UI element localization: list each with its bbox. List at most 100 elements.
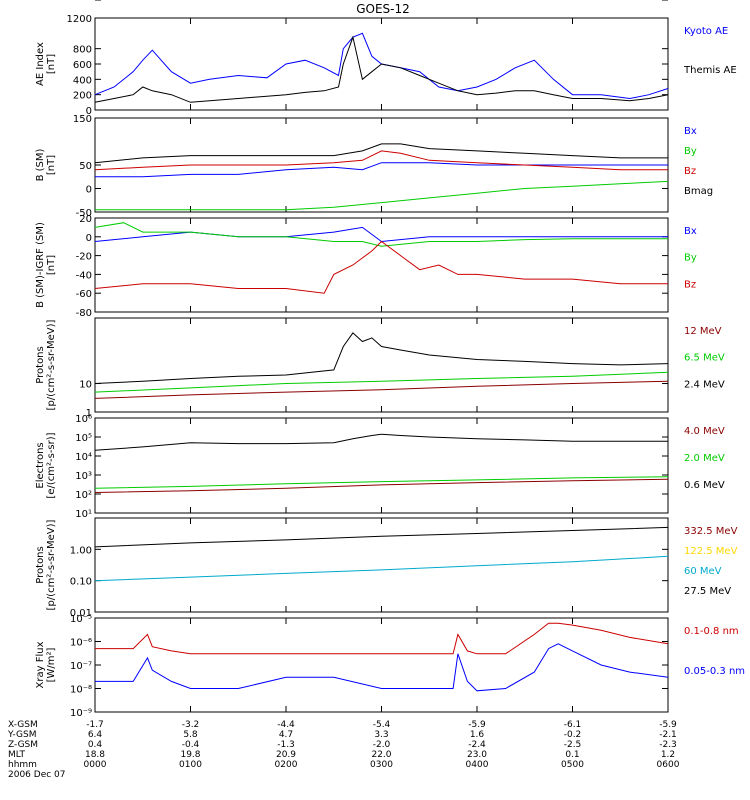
footer-value: 0000: [84, 760, 107, 770]
footer-value: 0.1: [565, 750, 579, 760]
y-axis-label: Electrons[e/(cm²-s-sr)]: [35, 432, 57, 498]
panel-7: 10⁻⁹ 10⁻⁸ 10⁻⁷ 10⁻⁶ 10⁻⁵ Xray Flux[W/m²] 0.1-0…: [35, 614, 745, 719]
legend-label: Bz: [684, 279, 696, 290]
footer-row-label: hhmm: [8, 760, 37, 770]
y-tick-label: 10⁵: [75, 433, 92, 444]
footer-value: 6.4: [88, 730, 103, 740]
series-line: [94, 226, 668, 243]
series-line: [95, 622, 669, 655]
footer-value: 0.4: [88, 740, 103, 750]
figure-title: GOES-12: [356, 2, 410, 16]
panel-5: 10¹ 10² 10³ 10⁴ 10⁵ 10⁶ Electrons[e/(cm²-s-sr)…: [35, 414, 725, 520]
y-axis-label: AE Index[nT]: [35, 42, 57, 86]
footer-value: -5.4: [373, 720, 391, 730]
y-tick-label: -20: [76, 252, 92, 263]
y-axis-label: B (SM)-IGRF (SM)[nT]: [35, 222, 57, 308]
legend-label: By: [684, 146, 697, 157]
y-tick-label: 1000: [67, 0, 92, 3]
y-tick-label: 10⁻⁵: [70, 614, 92, 625]
series-line: [94, 478, 669, 493]
y-tick-label: 10⁻⁷: [70, 661, 92, 672]
footer-value: 4.7: [279, 730, 293, 740]
y-tick-label: 100: [73, 0, 92, 3]
footer-value: 0100: [179, 760, 202, 770]
legend-label: 0.1-0.8 nm: [684, 626, 739, 637]
legend-label: 27.5 MeV: [684, 586, 731, 597]
footer-value: -1.3: [277, 740, 295, 750]
series-line: [94, 35, 669, 103]
footer-value: 23.0: [467, 750, 487, 760]
footer-value: -2.4: [468, 740, 486, 750]
y-tick-label: 600: [73, 60, 92, 71]
legend-label: Bx: [684, 126, 697, 137]
y-tick-label: 100: [73, 0, 92, 3]
footer-value: -6.1: [564, 720, 582, 730]
y-tick-label: 10: [79, 380, 92, 391]
y-tick-label: 0: [86, 185, 92, 196]
footer-row-label: Y-GSM: [7, 730, 36, 740]
y-tick-label: 10⁻⁸: [70, 685, 92, 696]
footer-date: 2006 Dec 07: [8, 770, 66, 780]
y-axis-label: Protons[p/(cm²-s-sr-MeV)]: [35, 319, 57, 410]
legend-label: Themis AE: [683, 65, 737, 76]
series-line: [94, 150, 668, 171]
legend-label: 332.5 MeV: [684, 526, 738, 537]
footer-value: 19.8: [180, 750, 200, 760]
footer-value: 5.8: [183, 730, 198, 740]
legend-label: 60 MeV: [684, 566, 722, 577]
series-line: [94, 32, 669, 100]
footer-value: -1.7: [86, 720, 104, 730]
footer-value: 20.9: [276, 750, 296, 760]
y-tick-label: 10¹: [75, 509, 92, 520]
footer-value: -2.3: [659, 740, 677, 750]
y-tick-label: -50: [76, 208, 92, 219]
y-tick-label: -80: [76, 308, 92, 319]
panel-frame: [94, 417, 669, 514]
y-tick-label: 10³: [75, 471, 92, 482]
y-tick-label: 10⁻⁹: [70, 708, 92, 719]
y-tick-label: -60: [76, 289, 92, 300]
footer-row-label: MLT: [8, 750, 26, 760]
panel-frame: [94, 617, 669, 713]
series-line: [94, 371, 669, 393]
series-line: [94, 526, 669, 548]
footer-value: 1.6: [470, 730, 485, 740]
legend-label: Bmag: [684, 186, 713, 197]
legend-label: 0.6 MeV: [684, 480, 725, 491]
series-line: [94, 380, 669, 399]
series-line: [95, 643, 669, 692]
series-line: [94, 555, 669, 582]
panel-2: -50 0 50 100 150 B (SM)[nT] Bx By Bz Bmag: [35, 0, 713, 219]
y-tick-label: 0.01: [70, 608, 92, 619]
footer-value: 0600: [657, 760, 680, 770]
y-tick-label: 150: [73, 114, 92, 125]
y-tick-label: 10²: [75, 490, 92, 501]
footer-value: -2.5: [564, 740, 582, 750]
footer-value: -2.0: [373, 740, 391, 750]
legend-label: Kyoto AE: [684, 26, 728, 37]
footer-row-label: Z-GSM: [8, 740, 38, 750]
legend-label: 6.5 MeV: [684, 353, 725, 364]
series-line: [95, 180, 669, 211]
panel-frame: [94, 317, 669, 413]
panels: 020040060080010001200AE Index[nT]Kyoto A…: [35, 0, 745, 719]
footer-value: 0500: [561, 760, 584, 770]
y-axis-label: B (SM)[nT]: [35, 148, 57, 181]
y-tick-label: 200: [73, 91, 92, 102]
legend-label: Bx: [684, 226, 697, 237]
panel-6: 0.01 0.10 1.00 10.00 Protons[p/(cm²-s-sr-MeV…: [35, 0, 738, 619]
legend-label: 4.0 MeV: [684, 426, 725, 437]
panel-4: 1 10 1001000 Protons[p/(cm²-s-sr-MeV)] 12 Me…: [35, 0, 725, 419]
y-tick-label: 400: [73, 75, 92, 86]
y-tick-label: 50: [79, 161, 92, 172]
footer-value: -5.9: [468, 720, 486, 730]
footer-value: 3.3: [374, 730, 388, 740]
footer-value: 0200: [275, 760, 298, 770]
y-axis-label: Protons[p/(cm²-s-sr-MeV)]: [35, 519, 57, 610]
y-tick-label: 20: [79, 214, 92, 225]
y-tick-label: 1: [86, 408, 92, 419]
y-tick-label: 1200: [67, 14, 92, 25]
series-line: [94, 240, 668, 294]
